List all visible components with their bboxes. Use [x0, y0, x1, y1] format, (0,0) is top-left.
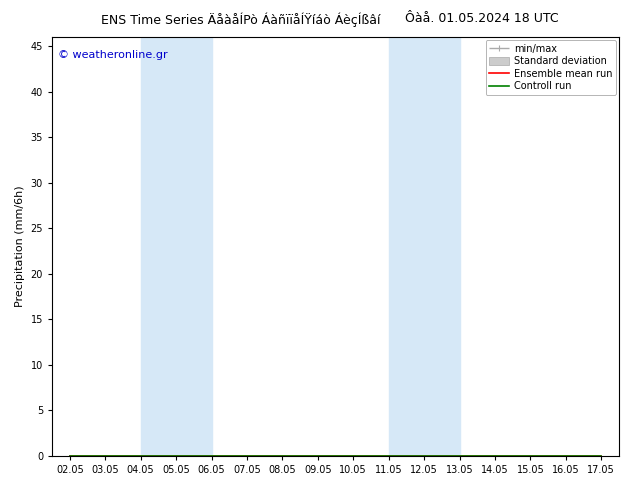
Y-axis label: Precipitation (mm/6h): Precipitation (mm/6h)	[15, 186, 25, 307]
Text: © weatheronline.gr: © weatheronline.gr	[58, 49, 167, 60]
Text: ENS Time Series ÄåàåÍPò ÁàñïïåÍŸíáò ÁèçÍßâí: ENS Time Series ÄåàåÍPò ÁàñïïåÍŸíáò ÁèçÍ…	[101, 12, 380, 27]
Bar	[141, 37, 212, 456]
Bar	[389, 37, 460, 456]
Text: Ôàå. 01.05.2024 18 UTC: Ôàå. 01.05.2024 18 UTC	[405, 12, 559, 25]
Legend: min/max, Standard deviation, Ensemble mean run, Controll run: min/max, Standard deviation, Ensemble me…	[486, 40, 616, 95]
